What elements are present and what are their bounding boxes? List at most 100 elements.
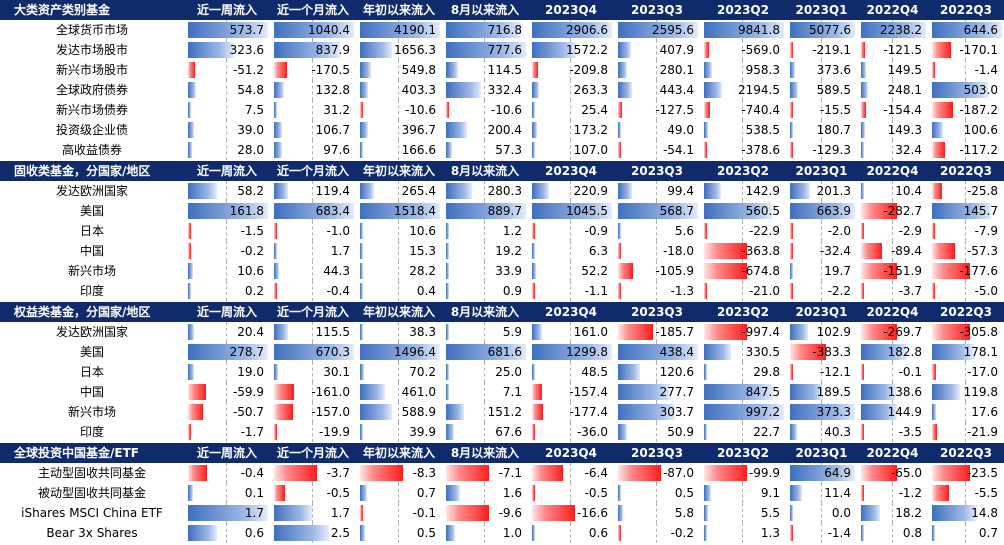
column-divider [570, 382, 571, 402]
data-cell: 0.5 [614, 483, 700, 503]
column-header: 2023Q2 [717, 3, 769, 17]
positive-flow-bar [861, 404, 898, 420]
column-divider [312, 241, 313, 261]
column-divider [312, 322, 313, 342]
cell-value: -1.2 [898, 486, 922, 500]
data-cell: 280.3 [442, 181, 528, 201]
cell-value: -54.1 [662, 143, 694, 157]
cell-value: -50.7 [232, 405, 264, 419]
positive-flow-bar [274, 525, 330, 541]
cell-value: 1.6 [502, 486, 522, 500]
cell-value: 2595.6 [652, 23, 694, 37]
column-header: 年初以来流入 [362, 305, 435, 319]
table-row: 发达市场股市 323.6 837.9 1656.3 777.6 1572.2 407.9 -5… [0, 40, 1004, 60]
column-divider [484, 140, 485, 160]
cell-value: -22.9 [748, 224, 780, 238]
column-divider [312, 100, 313, 120]
column-header: 2023Q4 [545, 164, 597, 178]
column-divider [656, 241, 657, 261]
cell-value: 0.8 [902, 526, 922, 540]
column-divider [820, 281, 822, 301]
data-cell: -54.1 [614, 140, 700, 160]
table-row: 日本 19.0 30.1 70.2 25.0 48.5 120.6 29.8 -12.1 -0.1… [0, 362, 1004, 382]
cell-value: 407.9 [659, 43, 694, 57]
data-cell: 644.6 [928, 20, 1004, 40]
cell-value: -383.3 [812, 345, 851, 359]
cell-value: 443.4 [659, 83, 694, 97]
cell-value: 670.3 [315, 345, 350, 359]
column-divider [656, 422, 657, 442]
positive-flow-bar [704, 22, 784, 38]
column-divider [226, 322, 227, 342]
positive-flow-bar [790, 465, 855, 481]
section-title: 固收类基金，分国家/地区 [14, 164, 151, 178]
negative-flow-bar [932, 142, 946, 158]
data-cell: -23.5 [928, 463, 1004, 483]
cell-value: -87.0 [662, 466, 694, 480]
column-divider [820, 100, 822, 120]
column-header: 2022Q4 [866, 164, 919, 178]
data-cell: -129.3 [786, 140, 857, 160]
positive-flow-bar [618, 82, 632, 98]
row-label: iShares MSCI China ETF [21, 506, 163, 520]
row-label: 发达欧洲国家 [55, 325, 128, 339]
column-divider [742, 221, 743, 241]
cell-value: 1572.2 [566, 43, 608, 57]
cell-value: 114.5 [487, 63, 522, 77]
data-cell: 39.9 [356, 422, 442, 442]
data-cell: 49.0 [614, 120, 700, 140]
positive-flow-bar [932, 404, 937, 420]
positive-flow-bar [360, 203, 440, 219]
positive-flow-bar [360, 424, 363, 440]
positive-flow-bar [790, 485, 802, 501]
positive-flow-bar [532, 22, 612, 38]
data-cell: 25.4 [528, 100, 614, 120]
data-cell: 443.4 [614, 80, 700, 100]
negative-flow-bar [274, 404, 294, 420]
data-cell: 1040.4 [270, 20, 356, 40]
column-divider [656, 221, 657, 241]
data-cell: -99.9 [700, 463, 786, 483]
column-header: 2022Q3 [940, 305, 992, 319]
column-divider [570, 100, 571, 120]
cell-value: -7.1 [498, 466, 522, 480]
negative-flow-bar [446, 505, 489, 521]
data-cell: -65.0 [857, 463, 928, 483]
positive-flow-bar [188, 525, 217, 541]
table-row: 美国 278.7 670.3 1496.4 681.6 1299.8 438.4 330.5 -… [0, 342, 1004, 362]
positive-flow-bar [861, 505, 880, 521]
column-divider [398, 382, 399, 402]
column-divider [398, 100, 399, 120]
table-row: 中国 -0.2 1.7 15.3 19.2 6.3 -18.0 -363.8 -32.4 -89.… [0, 241, 1004, 261]
column-divider [891, 281, 893, 301]
positive-flow-bar [188, 42, 235, 58]
cell-value: -3.7 [326, 466, 350, 480]
data-cell: 1.0 [442, 523, 528, 543]
data-cell: -32.4 [786, 241, 857, 261]
positive-flow-bar [360, 404, 393, 420]
data-cell: -305.8 [928, 322, 1004, 342]
column-header: 年初以来流入 [362, 446, 435, 460]
data-cell: 373.6 [786, 60, 857, 80]
positive-flow-bar [704, 183, 722, 199]
column-divider [820, 80, 822, 100]
section-header: 大类资产类别基金 近一周流入 近一个月流入 年初以来流入 8月以来流入 2023Q4 202… [0, 0, 1004, 20]
cell-value: -157.4 [569, 385, 608, 399]
cell-value: 32.4 [895, 143, 922, 157]
cell-value: 589.5 [816, 83, 851, 97]
data-cell: 7.1 [442, 382, 528, 402]
data-cell: 189.5 [786, 382, 857, 402]
column-header: 8月以来流入 [450, 305, 520, 319]
data-cell: 161.8 [184, 201, 270, 221]
column-divider [312, 261, 313, 281]
cell-value: 10.6 [237, 264, 264, 278]
data-cell: 403.3 [356, 80, 442, 100]
cell-value: 97.6 [323, 143, 350, 157]
positive-flow-bar [188, 485, 193, 501]
positive-flow-bar [704, 203, 772, 219]
cell-value: -65.0 [890, 466, 922, 480]
negative-flow-bar [188, 404, 203, 420]
row-label: 日本 [79, 365, 104, 379]
positive-flow-bar [861, 122, 866, 138]
data-cell: -12.1 [786, 362, 857, 382]
